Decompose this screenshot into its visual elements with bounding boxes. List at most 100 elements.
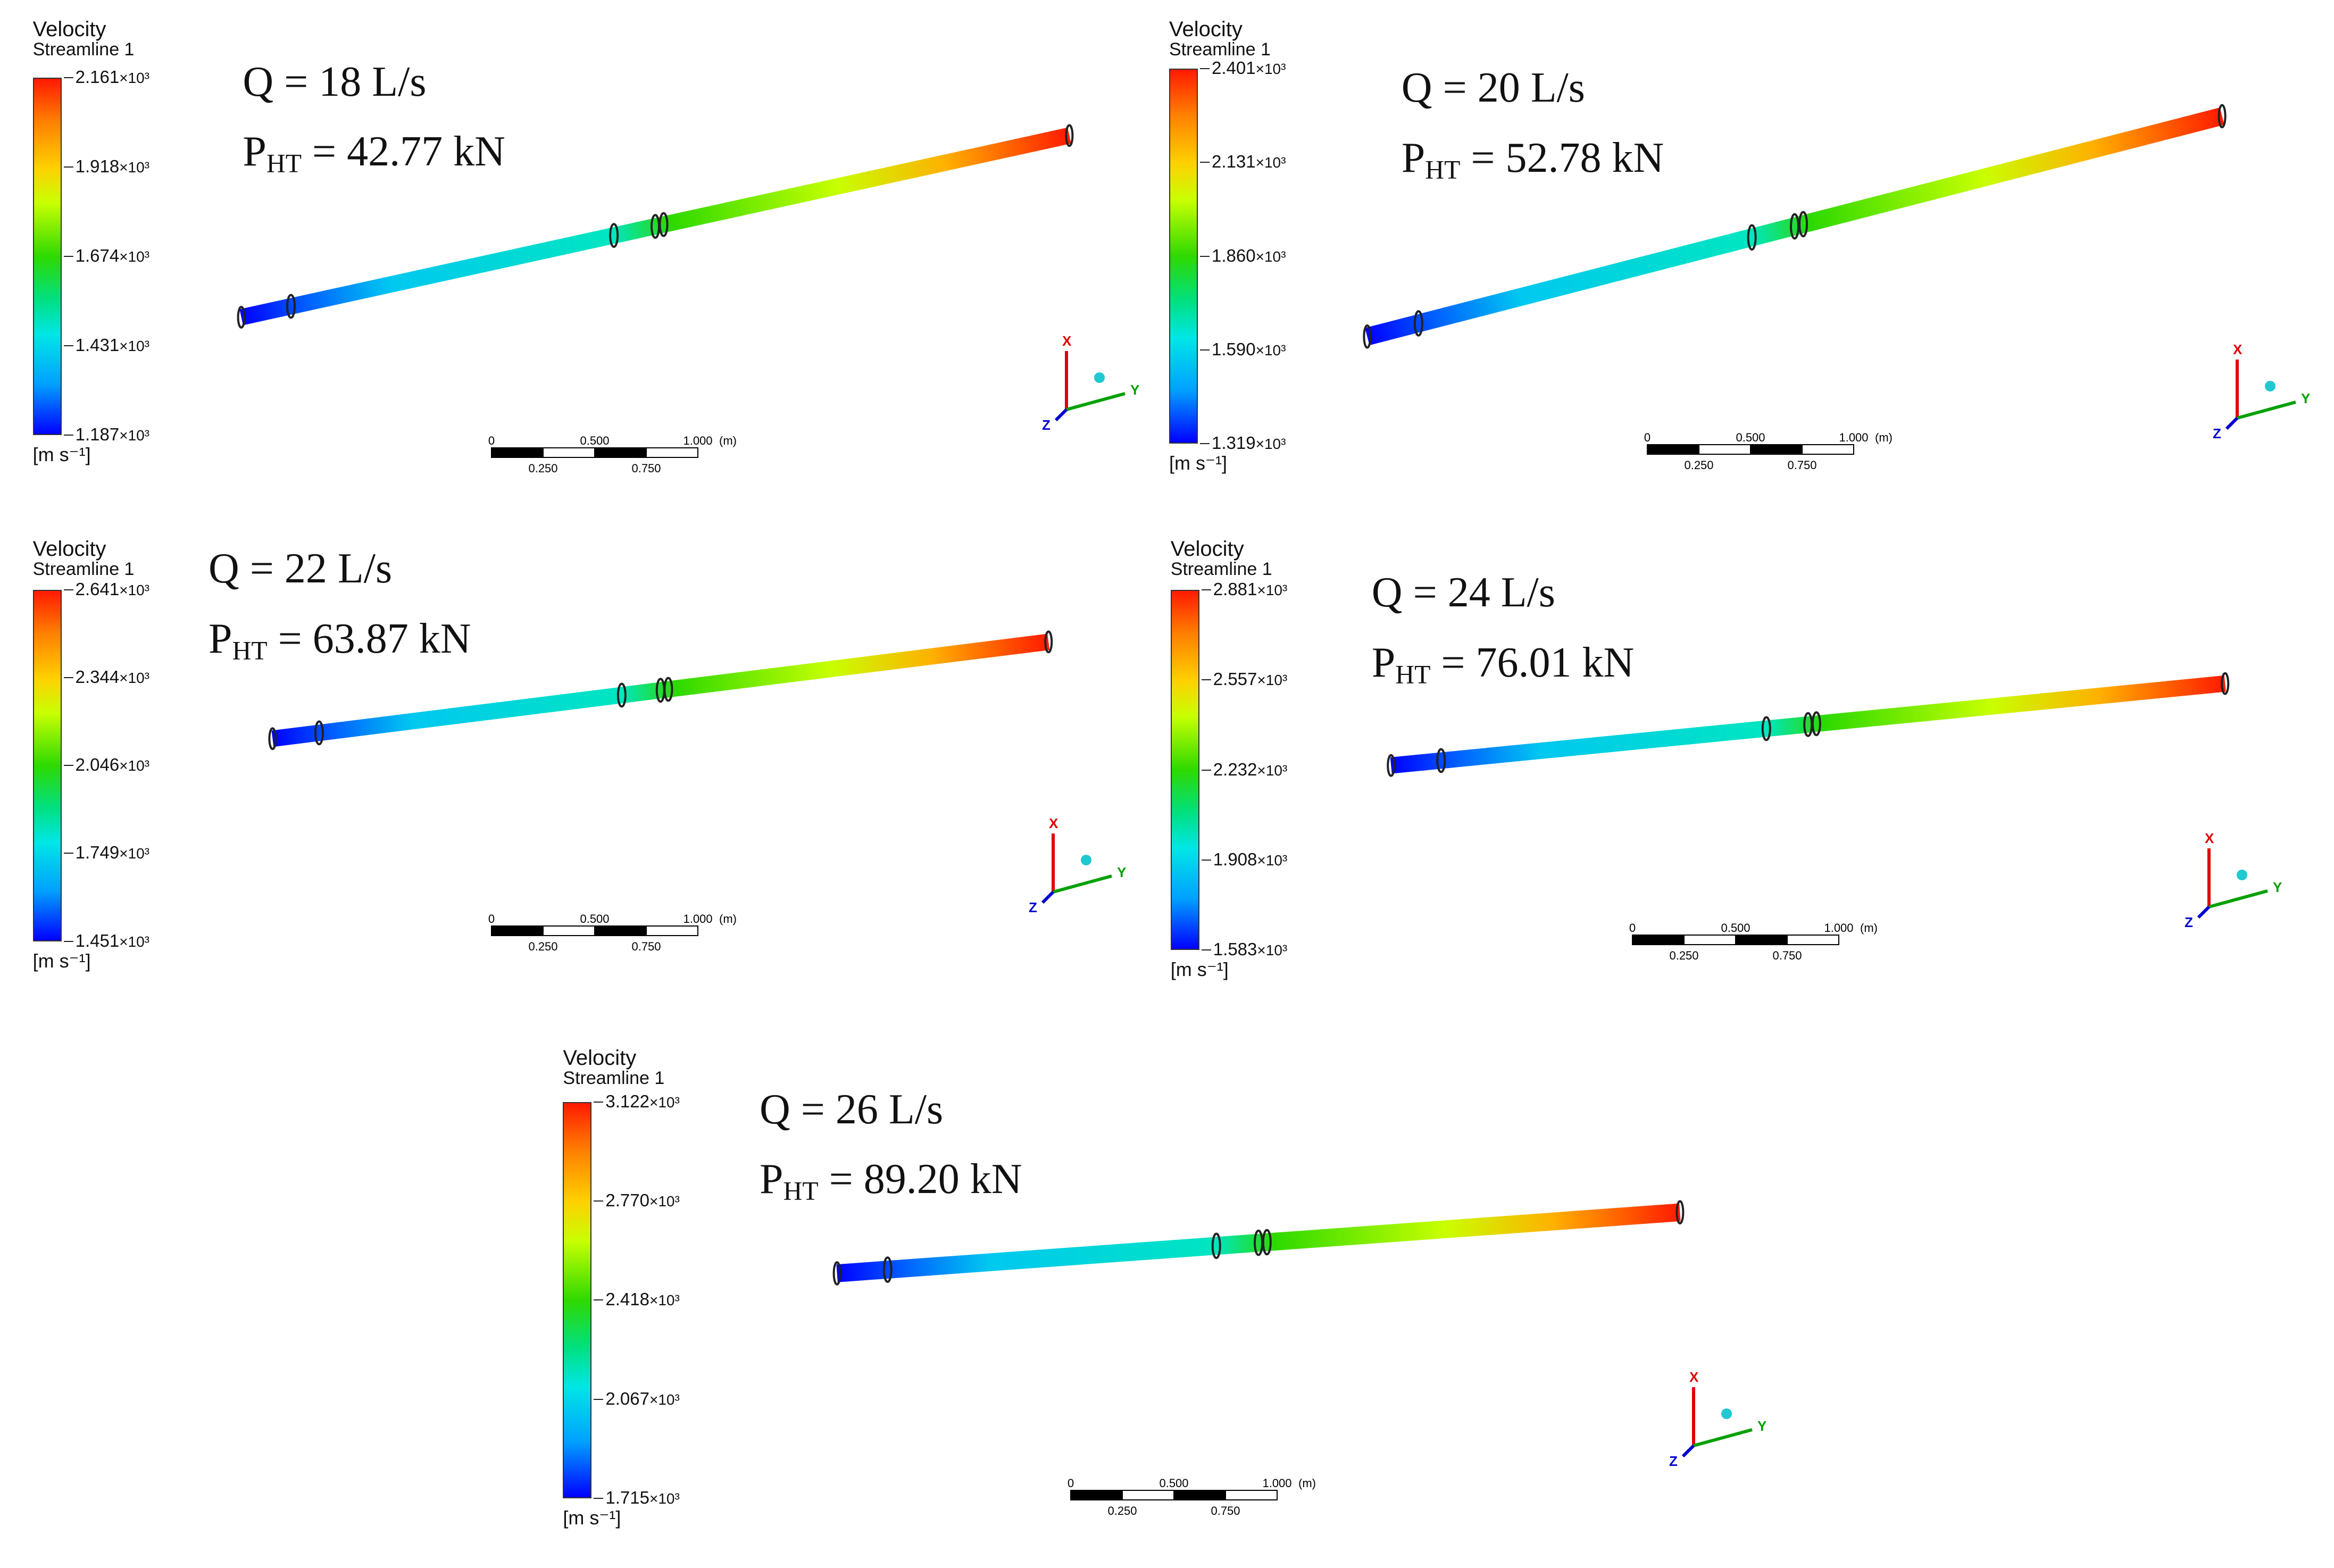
light-source-marker xyxy=(2236,869,2247,880)
legend-title: Velocity Streamline 1 xyxy=(563,1047,664,1088)
pipe-inlet-ring xyxy=(1363,324,1372,349)
tick-suffix: ×10³ xyxy=(1257,762,1288,779)
scale-bottom-label: 0.750 xyxy=(631,462,661,475)
legend-tick-label: 2.401×10³ xyxy=(1200,57,1286,78)
legend-title-line1: Velocity xyxy=(1170,537,1244,561)
tick-mark xyxy=(1200,162,1210,163)
scale-top-label: 0.500 xyxy=(1736,431,1765,444)
pipe-coupling-ring xyxy=(651,214,660,239)
tick-value: 1.674 xyxy=(75,245,120,265)
scale-segment xyxy=(491,447,544,458)
thrust-symbol: P xyxy=(760,1156,783,1203)
tick-suffix: ×10³ xyxy=(649,1094,680,1111)
light-source-marker xyxy=(1721,1408,1732,1420)
scale-bottom-label: 0.750 xyxy=(1787,458,1816,472)
legend-tick-label: 2.344×10³ xyxy=(63,667,150,687)
pipe-coupling-ring xyxy=(1790,213,1799,240)
legend-title-line2: Streamline 1 xyxy=(32,39,135,60)
scale-segment xyxy=(1122,1490,1175,1500)
pipe-coupling-ring xyxy=(663,677,673,702)
scale-segment xyxy=(543,925,595,936)
tick-mark xyxy=(63,589,73,590)
tick-suffix: ×10³ xyxy=(119,159,150,176)
legend-tick-label: 1.431×10³ xyxy=(63,335,149,355)
legend-tick-label: 1.908×10³ xyxy=(1201,849,1287,870)
x-axis-label: X xyxy=(2233,344,2243,357)
scale-top-label: 1.000 xyxy=(1839,431,1868,444)
scale-segment xyxy=(1735,934,1788,945)
tick-value: 1.319 xyxy=(1212,433,1256,453)
scale-segment xyxy=(1646,444,1699,455)
scale-top-label: 0 xyxy=(488,434,495,447)
tick-suffix: ×10³ xyxy=(649,1490,680,1507)
pipe-inlet-ring xyxy=(832,1261,841,1286)
legend-tick-label: 1.319×10³ xyxy=(1200,433,1286,453)
x-axis-label: X xyxy=(1062,335,1072,349)
pipe-inlet-ring xyxy=(1387,754,1396,777)
tick-value: 2.770 xyxy=(605,1190,649,1211)
tick-suffix: ×10³ xyxy=(1255,60,1286,77)
tick-suffix: ×10³ xyxy=(119,670,150,686)
tick-suffix: ×10³ xyxy=(119,757,150,774)
legend-tick-label: 3.122×10³ xyxy=(594,1091,680,1112)
flow-rate-label: Q = 24 L/s xyxy=(1371,569,1555,616)
scale-unit: (m) xyxy=(719,434,737,447)
tick-value: 2.131 xyxy=(1212,152,1256,172)
legend-tick-label: 1.187×10³ xyxy=(63,424,149,445)
axis-triad: X Y Z xyxy=(1669,1371,1766,1469)
tick-suffix: ×10³ xyxy=(1255,342,1286,358)
y-axis-arrow xyxy=(2208,889,2268,908)
scale-top-label: 1.000 xyxy=(1263,1477,1292,1490)
tick-value: 2.641 xyxy=(75,579,120,599)
legend-units: [m s⁻¹] xyxy=(1170,958,1229,981)
flow-rate-label: Q = 18 L/s xyxy=(243,58,427,105)
thrust-subscript: HT xyxy=(783,1176,819,1206)
tick-mark xyxy=(1201,769,1211,771)
pipe-coupling-ring xyxy=(609,223,619,248)
scale-segment xyxy=(491,925,544,936)
pipe-coupling-ring xyxy=(1436,748,1446,773)
tick-suffix: ×10³ xyxy=(1255,248,1286,265)
pipe-coupling-ring xyxy=(1798,211,1808,238)
scale-bottom-label: 0.250 xyxy=(1108,1504,1137,1517)
tick-value: 2.232 xyxy=(1213,759,1257,779)
thrust-symbol: P xyxy=(1371,639,1396,686)
tick-mark xyxy=(594,1200,604,1202)
legend-tick-label: 2.161×10³ xyxy=(63,67,149,87)
thrust-symbol: P xyxy=(1401,134,1426,181)
legend-title-line2: Streamline 1 xyxy=(1169,39,1271,60)
thrust-label: PHT = 63.87 kN xyxy=(209,615,471,665)
tick-mark xyxy=(63,255,73,257)
y-axis-label: Y xyxy=(2301,390,2310,406)
legend-title-line2: Streamline 1 xyxy=(1170,558,1272,579)
legend-units: [m s⁻¹] xyxy=(32,443,91,465)
scale-segment xyxy=(646,447,698,458)
pipe-coupling-ring xyxy=(1413,310,1423,337)
legend-tick-label: 2.641×10³ xyxy=(63,579,149,599)
x-axis-label: X xyxy=(1049,818,1058,831)
legend-tick-label: 1.590×10³ xyxy=(1200,339,1286,360)
scale-bottom-label: 0.250 xyxy=(1669,949,1698,962)
tick-mark xyxy=(1200,443,1210,445)
tick-suffix: ×10³ xyxy=(649,1391,680,1408)
legend-tick-label: 2.881×10³ xyxy=(1201,579,1287,599)
y-axis-arrow xyxy=(1053,874,1112,894)
tick-suffix: ×10³ xyxy=(119,845,150,862)
pipe-coupling-ring xyxy=(1747,224,1757,251)
pipe-coupling-ring xyxy=(314,720,324,746)
z-axis-arrow xyxy=(1055,408,1068,421)
legend-tick-label: 2.770×10³ xyxy=(594,1190,680,1211)
light-source-marker xyxy=(2265,381,2275,392)
tick-value: 2.401 xyxy=(1212,57,1256,78)
tick-value: 1.187 xyxy=(75,424,120,444)
z-axis-label: Z xyxy=(2185,914,2193,930)
legend-units: [m s⁻¹] xyxy=(563,1506,621,1529)
tick-value: 3.122 xyxy=(605,1091,649,1111)
legend-tick-label: 1.749×10³ xyxy=(63,843,150,863)
tick-mark xyxy=(594,1398,604,1400)
length-scale-bar: 0 0.500 1.000 (m) 0.250 0.750 xyxy=(488,912,737,953)
scale-segment xyxy=(543,447,595,458)
pipe-coupling-ring xyxy=(1262,1229,1272,1256)
